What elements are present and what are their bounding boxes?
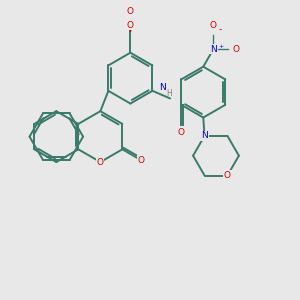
Text: N: N <box>210 45 217 54</box>
Text: +: + <box>218 44 224 50</box>
Text: N: N <box>201 131 208 140</box>
Text: O: O <box>210 21 217 30</box>
Text: H: H <box>166 88 172 98</box>
Text: -: - <box>218 25 221 34</box>
Text: O: O <box>127 21 134 30</box>
Text: O: O <box>178 128 185 137</box>
Text: O: O <box>138 156 145 165</box>
Text: O: O <box>127 7 134 16</box>
Text: N: N <box>159 83 166 92</box>
Text: O: O <box>224 171 231 180</box>
Text: O: O <box>97 158 104 166</box>
Text: O: O <box>232 45 239 54</box>
